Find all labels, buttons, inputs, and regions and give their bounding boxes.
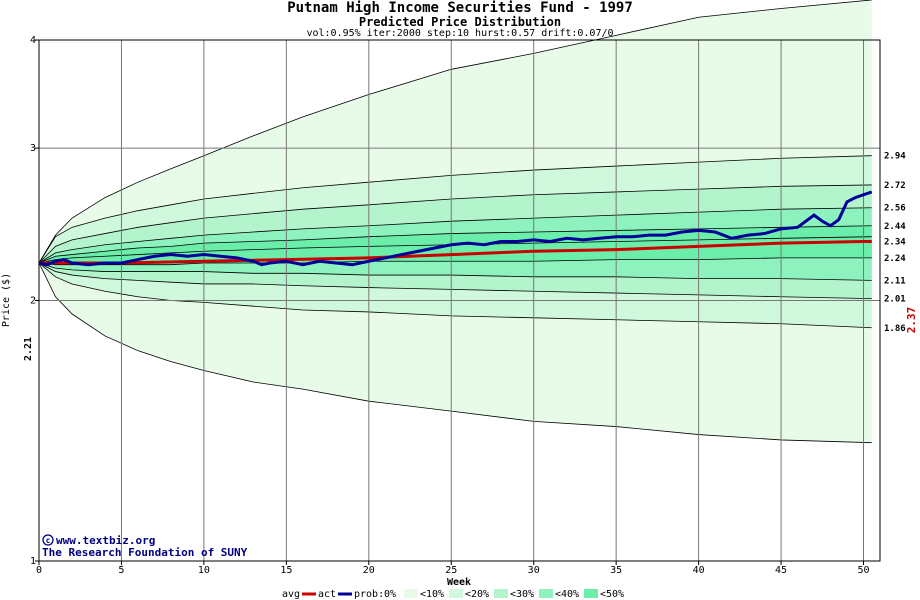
y-tick-label-2: 2	[30, 296, 36, 307]
quantile-line-p10	[38, 262, 872, 329]
x-tick-label-25: 25	[445, 565, 457, 576]
band-end-labels: 2.94 2.72 2.56 2.44 2.34 2.24 2.11 2.01 1.86	[884, 152, 906, 334]
quantile-line-p80	[38, 207, 872, 264]
copyright-icon	[42, 534, 54, 546]
x-tick-label-50: 50	[857, 565, 869, 576]
band-end-label-0: 2.94	[884, 152, 906, 162]
band-end-label-2: 2.56	[884, 204, 906, 214]
x-tick-label-15: 15	[280, 565, 292, 576]
band-end-label-7: 2.01	[884, 295, 906, 305]
quantile-line-p30	[38, 262, 872, 281]
grid-lines	[39, 40, 880, 561]
credit-url: www.textbiz.org	[56, 534, 155, 547]
band-end-label-3: 2.44	[884, 222, 906, 232]
credit-org: The Research Foundation of SUNY	[42, 546, 248, 559]
x-tick-label-35: 35	[610, 565, 622, 576]
legend-item-30: <30%	[510, 589, 534, 600]
band-end-label-4: 2.34	[884, 237, 906, 247]
legend: avg act prob: 0% <10% <20% <30% <40% <50…	[282, 589, 624, 600]
x-tick-label-0: 0	[36, 565, 42, 576]
band-end-label-8: 1.86	[884, 324, 906, 334]
copyright-letter: c	[46, 536, 51, 545]
legend-swatch-20	[449, 589, 463, 598]
y-axis-ticks: 1 2 3 4	[30, 35, 39, 567]
legend-item-10: <10%	[420, 589, 444, 600]
y-tick-label-3: 3	[30, 143, 36, 154]
chart-subtitle: Predicted Price Distribution	[358, 15, 562, 29]
y-tick-label-1: 1	[30, 556, 36, 567]
quantile-line-p60	[38, 236, 872, 264]
x-tick-label-10: 10	[198, 565, 210, 576]
start-value-label: 2.21	[23, 337, 34, 361]
legend-item-0: 0%	[384, 589, 396, 600]
quantile-line-p20	[38, 262, 872, 300]
x-axis-label: Week	[447, 577, 471, 588]
chart-parameters: vol:0.95% iter:2000 step:10 hurst:0.57 d…	[306, 28, 614, 39]
legend-swatch-50	[584, 589, 598, 598]
band-end-label-6: 2.11	[884, 276, 906, 286]
quantile-line-q100	[38, 0, 872, 264]
legend-swatch-30	[494, 589, 508, 598]
band-50	[39, 236, 872, 265]
legend-item-40: <40%	[555, 589, 579, 600]
y-tick-label-4: 4	[30, 35, 36, 46]
act-line	[38, 190, 873, 267]
chart-title: Putnam High Income Securities Fund - 199…	[287, 0, 633, 16]
legend-swatch-40	[539, 589, 553, 598]
quantile-line-p70	[38, 225, 872, 264]
avg-line	[39, 239, 872, 265]
legend-act-label: act	[318, 589, 336, 600]
x-tick-label-30: 30	[528, 565, 540, 576]
x-axis-ticks: 0 5 10 15 20 25 30 35 40 45 50	[36, 561, 870, 576]
quantile-line-p95	[38, 155, 872, 264]
x-tick-label-40: 40	[693, 565, 705, 576]
legend-swatch-10	[404, 589, 418, 598]
band-end-label-5: 2.24	[884, 254, 906, 264]
credits: c www.textbiz.org The Research Foundatio…	[42, 534, 248, 559]
x-tick-label-45: 45	[775, 565, 787, 576]
legend-prob-label: prob:	[354, 589, 384, 600]
band-end-label-1: 2.72	[884, 181, 906, 191]
legend-item-20: <20%	[465, 589, 489, 600]
quantile-line-q0	[38, 262, 872, 444]
y-axis-label: Price ($)	[1, 273, 12, 327]
end-actual-label: 2.37	[905, 307, 918, 334]
x-tick-label-5: 5	[118, 565, 124, 576]
legend-item-50: <50%	[600, 589, 624, 600]
legend-avg-label: avg	[282, 589, 300, 600]
x-tick-label-20: 20	[363, 565, 375, 576]
quantile-line-p90	[38, 184, 872, 264]
